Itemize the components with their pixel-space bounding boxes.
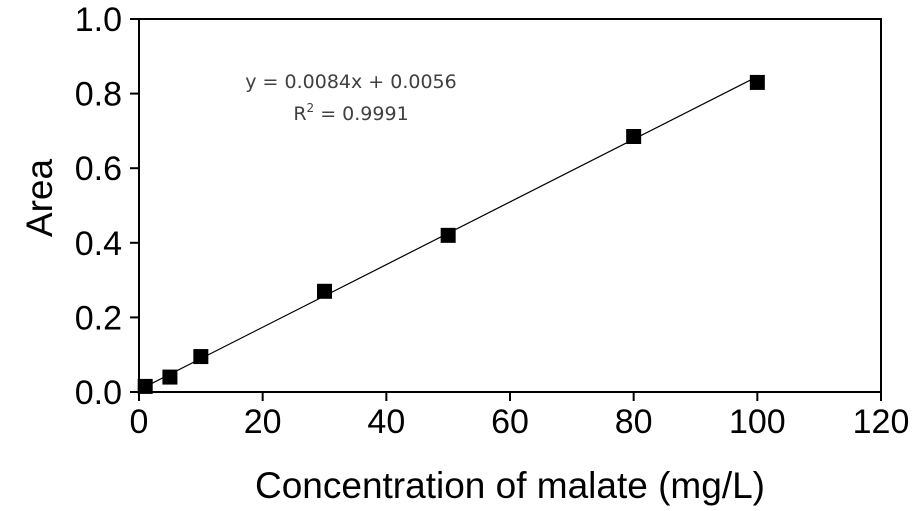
r-squared-symbol: R [293, 103, 306, 125]
data-points [137, 74, 765, 394]
r-squared-value: = 0.9991 [314, 103, 408, 125]
x-tick-label: 100 [729, 403, 786, 441]
y-axis-ticks: 0.0 0.2 0.4 0.6 0.8 1.0 [75, 1, 139, 412]
data-point [137, 378, 153, 394]
data-point [162, 369, 178, 385]
data-point [317, 283, 332, 299]
r-squared-annotation: R2 = 0.9991 [293, 101, 408, 125]
y-tick-label: 0.4 [75, 225, 122, 263]
data-point [626, 128, 642, 144]
data-point [193, 349, 209, 365]
y-tick-label: 0.6 [75, 150, 122, 188]
equation-annotation: y = 0.0084x + 0.0056 [245, 71, 456, 93]
y-tick-label: 0.2 [75, 299, 122, 337]
x-tick-label: 120 [853, 403, 910, 441]
x-tick-label: 80 [615, 403, 653, 441]
y-axis-title: Area [19, 159, 60, 238]
r-squared-superscript: 2 [307, 101, 315, 115]
x-axis-title: Concentration of malate (mg/L) [255, 465, 765, 506]
x-tick-label: 0 [130, 403, 149, 441]
data-point [749, 74, 765, 90]
x-axis-ticks: 0 20 40 60 80 100 120 [130, 392, 910, 441]
x-tick-label: 40 [367, 403, 405, 441]
y-tick-label: 1.0 [75, 1, 122, 39]
y-tick-label: 0.0 [75, 374, 122, 412]
x-tick-label: 60 [491, 403, 529, 441]
y-tick-label: 0.8 [75, 76, 122, 114]
data-point [440, 227, 456, 243]
x-tick-label: 20 [244, 403, 282, 441]
